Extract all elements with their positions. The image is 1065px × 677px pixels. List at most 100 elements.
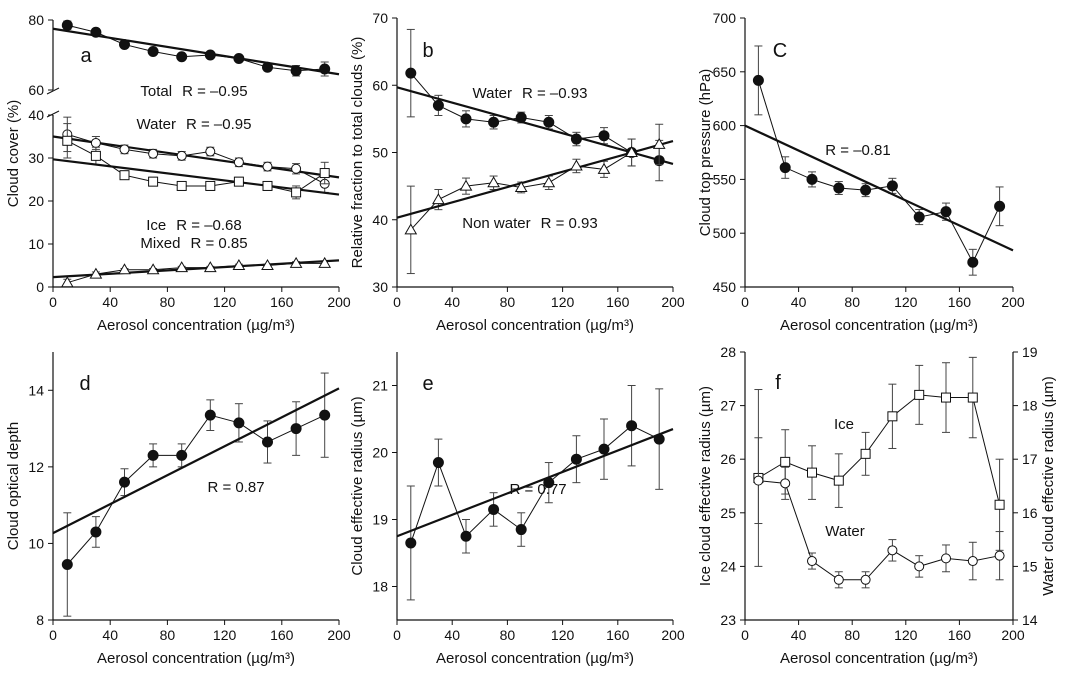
x-tick-label: 80 — [844, 627, 860, 643]
data-point — [204, 49, 216, 61]
data-point — [913, 211, 925, 223]
data-point — [994, 499, 1005, 510]
data-point — [90, 526, 102, 538]
y2-tick-label: 19 — [1022, 344, 1038, 360]
data-point — [941, 553, 951, 564]
panel-label-f: f — [775, 372, 781, 394]
panel-label-d: d — [79, 373, 90, 395]
y-tick-label: 80 — [28, 12, 44, 28]
x-tick-label: 160 — [270, 627, 294, 643]
series-label-nonwater: Non water R = 0.93 — [462, 215, 598, 232]
y-tick-label: 24 — [720, 558, 736, 574]
y-tick-label: 550 — [713, 171, 737, 187]
y-tick-label: 10 — [28, 236, 44, 252]
series-label-ctp: R = –0.81 — [825, 142, 890, 159]
y-tick-label: 14 — [28, 382, 44, 398]
data-point — [967, 392, 978, 403]
data-point — [119, 144, 130, 155]
series-label-cer: R = 0.77 — [509, 481, 566, 498]
data-point — [319, 409, 331, 421]
y-tick-label: 19 — [372, 512, 388, 528]
x-tick-label: 80 — [160, 294, 176, 310]
data-point — [61, 558, 73, 570]
data-point — [753, 475, 764, 486]
y-tick-label: 10 — [28, 535, 44, 551]
series-label-cod: R = 0.87 — [207, 479, 264, 496]
data-point — [119, 476, 130, 488]
x-tick-label: 120 — [551, 294, 575, 310]
x-tick-label: 120 — [551, 627, 575, 643]
y-axis-label: Cloud top pressure (hPa) — [697, 69, 714, 237]
data-point — [488, 116, 500, 128]
y-tick-label: 20 — [372, 445, 388, 461]
data-point — [147, 449, 159, 461]
series-line-ice — [758, 394, 1001, 505]
data-point — [119, 39, 130, 50]
data-point — [291, 163, 302, 174]
series-label-water: Water R = –0.95 — [137, 116, 252, 133]
x-tick-label: 200 — [1001, 627, 1025, 643]
data-point — [176, 51, 188, 63]
x-tick-label: 40 — [102, 294, 118, 310]
data-point — [940, 206, 952, 218]
data-point — [460, 530, 472, 542]
fit-line-cer — [396, 428, 674, 538]
x-tick-label: 40 — [102, 627, 118, 643]
data-point — [860, 574, 871, 585]
data-point — [807, 556, 817, 567]
data-point — [488, 503, 500, 515]
label-part: Ice — [834, 416, 854, 433]
x-tick-label: 40 — [791, 627, 807, 643]
x-tick-label: 160 — [948, 627, 972, 643]
data-point — [118, 263, 131, 275]
x-tick-label: 0 — [393, 294, 401, 310]
fit-line-total — [52, 27, 340, 76]
series-label-ice: Ice — [834, 416, 854, 433]
series-label-ice: Ice R = –0.68 — [146, 217, 241, 234]
fit-line-ctp — [744, 124, 1014, 252]
y-axis-label: Cloud cover (%) — [5, 100, 22, 208]
x-tick-label: 80 — [844, 294, 860, 310]
data-point — [653, 433, 665, 445]
y-tick-label: 70 — [372, 10, 388, 26]
y-tick-label: 40 — [372, 212, 388, 228]
data-point — [233, 176, 244, 187]
x-tick-label: 200 — [661, 294, 685, 310]
series-line-cod — [66, 414, 325, 565]
data-point — [405, 537, 417, 549]
y-tick-label: 20 — [28, 193, 44, 209]
label-part: Mixed — [140, 235, 180, 252]
data-point — [61, 19, 73, 31]
data-point — [262, 161, 273, 172]
y2-tick-label: 18 — [1022, 398, 1038, 414]
series-label-water: Water — [825, 523, 864, 540]
data-point — [860, 448, 871, 459]
y-tick-label: 27 — [720, 398, 736, 414]
data-point — [291, 187, 302, 198]
y-tick-label: 30 — [372, 279, 388, 295]
label-part: Water — [473, 85, 512, 102]
data-point — [967, 556, 978, 567]
axis-break — [46, 110, 60, 118]
y-tick-label: 500 — [713, 225, 737, 241]
data-point — [176, 180, 187, 191]
x-tick-label: 0 — [741, 627, 749, 643]
data-point — [860, 184, 872, 196]
x-tick-label: 40 — [791, 294, 807, 310]
data-point — [318, 256, 332, 268]
x-tick-label: 0 — [741, 294, 749, 310]
data-point — [833, 574, 844, 585]
y-axis-label: Relative fraction to total clouds (%) — [349, 37, 366, 269]
x-tick-label: 80 — [500, 627, 516, 643]
data-point — [233, 157, 244, 168]
data-point — [752, 74, 764, 86]
data-point — [833, 475, 844, 486]
panel-label-e: e — [422, 373, 433, 395]
data-point — [146, 263, 160, 275]
data-point — [487, 176, 500, 188]
data-point — [914, 561, 925, 572]
data-point — [119, 170, 130, 181]
y-tick-label: 26 — [720, 451, 736, 467]
data-point — [570, 133, 582, 145]
data-point — [914, 389, 925, 400]
